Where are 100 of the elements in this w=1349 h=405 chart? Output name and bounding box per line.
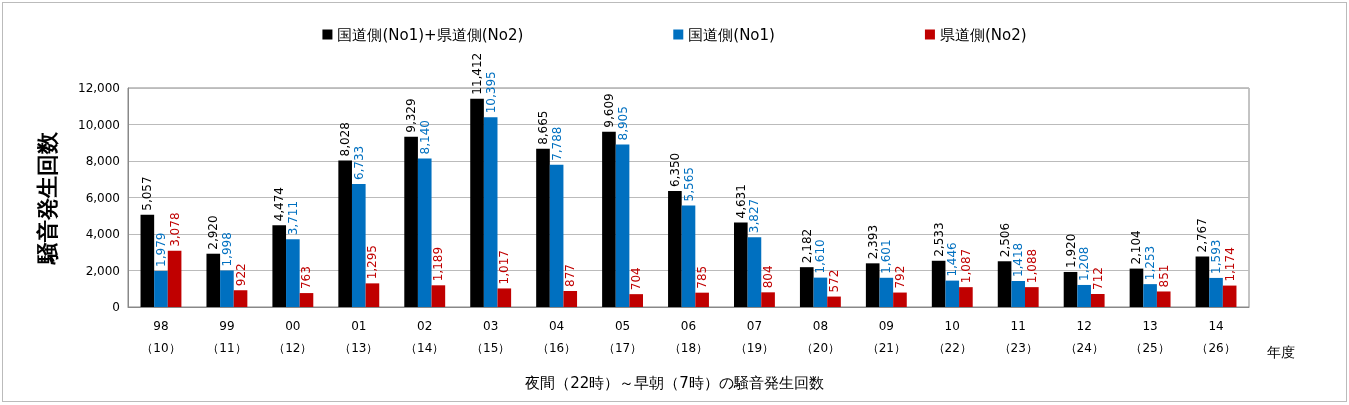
bar bbox=[695, 292, 709, 307]
bar bbox=[827, 296, 841, 307]
x-tick-label: 02 （14） bbox=[405, 319, 445, 355]
data-label: 4,631 bbox=[733, 184, 748, 219]
x-tick-label: 05 （17） bbox=[602, 319, 643, 355]
text: 夜間（22時）～早朝（7時）の騒音発生回数 bbox=[525, 373, 824, 392]
y-axis-title: 騒音発生回数 bbox=[34, 130, 60, 265]
data-label: 1,418 bbox=[1011, 242, 1026, 278]
data-label: 6,350 bbox=[667, 152, 682, 188]
bar bbox=[734, 222, 748, 307]
y-tick-label: 0 bbox=[112, 300, 120, 314]
bar bbox=[140, 214, 155, 307]
data-label: 1,253 bbox=[1143, 245, 1158, 281]
data-label: 11,412 bbox=[470, 52, 485, 95]
data-label: 8,140 bbox=[417, 120, 432, 155]
bar bbox=[365, 283, 380, 307]
data-label: 804 bbox=[761, 265, 776, 289]
data-label: 1,174 bbox=[1222, 247, 1237, 282]
x-tick-label: 12 （24） bbox=[1064, 319, 1104, 355]
data-label: 572 bbox=[827, 269, 842, 293]
bar bbox=[668, 191, 682, 307]
bar bbox=[233, 290, 248, 307]
x-tick-label: 07 （19） bbox=[734, 319, 775, 355]
bar bbox=[286, 239, 300, 307]
bar bbox=[404, 136, 418, 307]
bar bbox=[299, 293, 314, 307]
data-label: 1,087 bbox=[958, 248, 973, 284]
legend-label: 国道側(No1)+県道側(No2) bbox=[337, 25, 524, 44]
bar bbox=[959, 287, 973, 307]
data-label: 792 bbox=[892, 265, 907, 289]
data-label: 1,998 bbox=[219, 232, 234, 267]
x-tick-label: 08 （20） bbox=[800, 319, 841, 355]
data-label: 2,506 bbox=[997, 222, 1012, 258]
bar bbox=[338, 160, 352, 307]
x-tick-label: 06 （18） bbox=[668, 319, 709, 355]
data-label: 8,665 bbox=[535, 110, 550, 145]
y-tick-label: 8,000 bbox=[85, 154, 120, 168]
data-label: 2,393 bbox=[865, 224, 880, 260]
data-label: 1,208 bbox=[1077, 246, 1092, 281]
bar bbox=[879, 277, 894, 307]
data-label: 1,088 bbox=[1024, 248, 1039, 284]
data-label: 763 bbox=[299, 266, 314, 290]
data-label: 9,609 bbox=[601, 93, 616, 128]
bar bbox=[681, 205, 696, 307]
data-label: 5,057 bbox=[140, 176, 155, 211]
bar bbox=[154, 270, 168, 307]
x-tick-label: 98 （10） bbox=[141, 319, 181, 355]
data-label: 6,733 bbox=[351, 145, 366, 181]
data-label: 704 bbox=[629, 267, 644, 291]
bar bbox=[417, 158, 432, 307]
bar bbox=[220, 270, 234, 307]
bar bbox=[206, 253, 221, 307]
bar bbox=[893, 292, 907, 307]
bar bbox=[1222, 285, 1237, 307]
data-label: 2,767 bbox=[1195, 218, 1210, 253]
x-tick-label: 14 （26） bbox=[1196, 319, 1236, 355]
bar bbox=[1077, 284, 1091, 307]
bar bbox=[615, 144, 630, 307]
x-tick-label: 10 （22） bbox=[932, 319, 972, 355]
data-label: 877 bbox=[563, 264, 578, 287]
legend-label: 県道側(No2) bbox=[939, 25, 1027, 44]
bar bbox=[997, 261, 1012, 307]
bar bbox=[865, 263, 880, 307]
x-tick-label: 09 （21） bbox=[866, 319, 906, 355]
y-tick-label: 10,000 bbox=[78, 117, 120, 132]
x-tick-label: 99 （11） bbox=[207, 319, 247, 355]
data-label: 2,104 bbox=[1129, 230, 1144, 265]
x-tick-label: 03 （15） bbox=[471, 319, 511, 355]
bar bbox=[497, 288, 512, 307]
data-label: 5,565 bbox=[681, 167, 696, 202]
data-label: 922 bbox=[233, 263, 248, 287]
bar bbox=[1063, 271, 1078, 307]
bar bbox=[1011, 281, 1026, 307]
data-label: 9,329 bbox=[404, 98, 419, 133]
bar bbox=[563, 290, 578, 307]
data-label: 4,474 bbox=[272, 186, 287, 222]
x-tick-label: 00 （12） bbox=[273, 319, 313, 355]
y-tick-label: 6,000 bbox=[85, 190, 120, 205]
bar bbox=[602, 131, 616, 307]
data-label: 785 bbox=[695, 265, 710, 289]
data-label: 2,533 bbox=[931, 222, 946, 257]
bar bbox=[945, 280, 960, 307]
data-label: 8,028 bbox=[338, 122, 353, 157]
y-tick-label: 4,000 bbox=[85, 227, 120, 241]
bar bbox=[1090, 294, 1105, 307]
y-tick-label: 2,000 bbox=[85, 263, 120, 278]
data-label: 3,827 bbox=[747, 198, 762, 234]
data-label: 1,017 bbox=[497, 250, 512, 285]
y-tick-label: 12,000 bbox=[78, 81, 120, 95]
x-tick-label: 13 （25） bbox=[1130, 319, 1170, 355]
bar bbox=[1143, 284, 1157, 307]
legend-label: 国道側(No1) bbox=[688, 25, 775, 44]
x-tick-label: 04 （16） bbox=[536, 319, 577, 355]
data-label: 1,295 bbox=[365, 245, 380, 280]
data-label: 8,905 bbox=[615, 106, 630, 141]
bar bbox=[272, 225, 287, 307]
data-label: 712 bbox=[1090, 267, 1105, 291]
bar bbox=[1025, 287, 1039, 307]
data-label: 2,182 bbox=[799, 228, 814, 264]
data-label: 1,920 bbox=[1063, 233, 1078, 268]
